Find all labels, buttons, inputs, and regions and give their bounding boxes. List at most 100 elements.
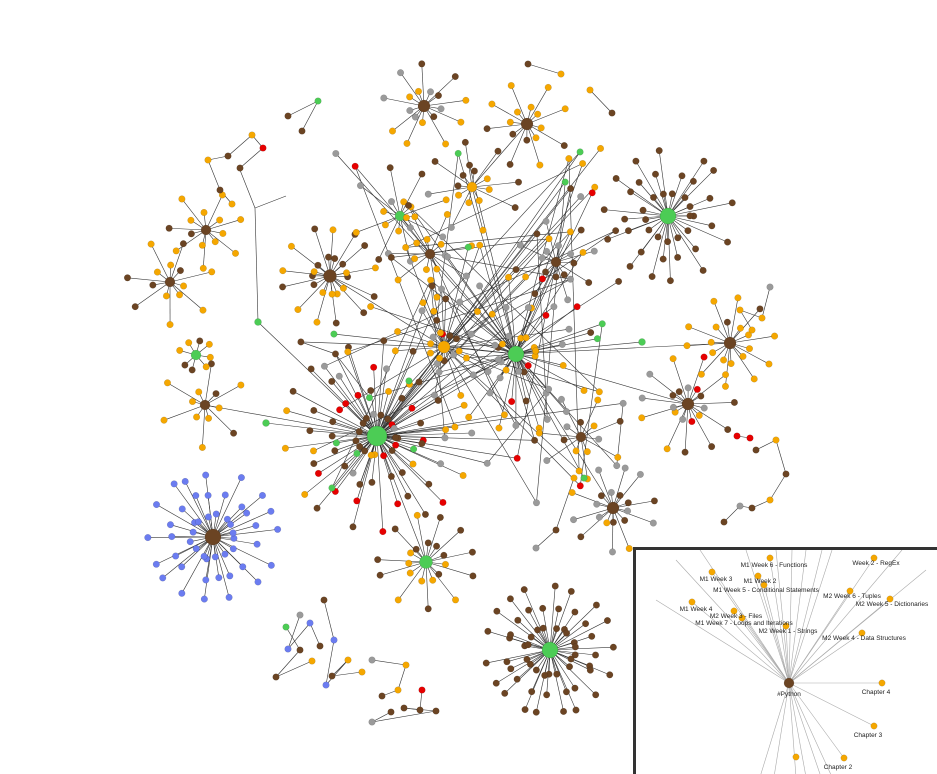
hub-node [681, 397, 695, 411]
graph-node [603, 617, 611, 625]
graph-node [720, 518, 728, 526]
inset-topic-label: M2 Week 4 - Data Structures [822, 635, 906, 642]
graph-edge [546, 436, 582, 461]
graph-node [216, 186, 224, 194]
graph-node [557, 70, 565, 78]
graph-edge [515, 353, 540, 429]
graph-edge [711, 571, 790, 684]
graph-edge [687, 403, 728, 430]
graph-node [577, 226, 585, 234]
graph-node [325, 253, 333, 261]
graph-node [692, 245, 700, 253]
graph-node [394, 686, 402, 694]
graph-node [748, 504, 756, 512]
graph-node [545, 235, 553, 243]
graph-node [512, 421, 520, 429]
graph-edge [549, 649, 577, 711]
graph-edge [729, 342, 770, 365]
graph-node [439, 233, 447, 241]
graph-node [607, 488, 615, 496]
graph-node [415, 378, 423, 386]
graph-node [166, 521, 174, 529]
graph-node [531, 436, 539, 444]
graph-node [674, 234, 682, 242]
graph-node [176, 267, 184, 275]
graph-node [506, 595, 514, 603]
graph-edge [788, 550, 903, 684]
graph-node [615, 277, 623, 285]
graph-edge [471, 181, 519, 188]
graph-node [542, 311, 550, 319]
graph-node [267, 561, 275, 569]
graph-edge [667, 160, 705, 217]
graph-node [406, 93, 414, 101]
inset-topic-node [760, 581, 768, 589]
graph-node [758, 314, 766, 322]
inset-topic-node [840, 754, 848, 762]
graph-edge [788, 682, 831, 774]
graph-node [521, 706, 529, 714]
graph-node [352, 437, 360, 445]
hub-node [550, 256, 562, 268]
graph-node [560, 436, 568, 444]
graph-node [194, 518, 202, 526]
graph-edge [329, 267, 376, 277]
graph-node [577, 533, 585, 541]
graph-edge [331, 659, 349, 677]
graph-edge [397, 664, 407, 691]
graph-node [296, 646, 304, 654]
graph-node [570, 516, 578, 524]
graph-node [625, 545, 633, 553]
graph-node [398, 469, 406, 477]
hub-node [723, 336, 737, 350]
graph-node [544, 83, 552, 91]
graph-edge [568, 158, 580, 471]
graph-edge [443, 346, 600, 393]
graph-node [422, 266, 430, 274]
graph-node [349, 469, 357, 477]
graph-node [162, 292, 170, 300]
graph-node [229, 545, 237, 553]
graph-node [532, 134, 540, 142]
graph-node [239, 563, 247, 571]
graph-node [418, 440, 426, 448]
graph-edge [173, 483, 214, 538]
graph-node [212, 390, 220, 398]
graph-node [621, 464, 629, 472]
graph-node [427, 340, 435, 348]
graph-node [394, 276, 402, 284]
graph-node [392, 441, 400, 449]
graph-node [361, 447, 369, 455]
graph-node [724, 238, 732, 246]
graph-edge [239, 169, 256, 209]
graph-node [608, 548, 616, 556]
graph-edge [212, 511, 272, 538]
graph-edge [331, 280, 431, 489]
graph-node [176, 346, 184, 354]
graph-node [543, 457, 551, 465]
graph-node [552, 273, 560, 281]
graph-node [394, 596, 402, 604]
graph-edge [508, 277, 517, 355]
graph-edge [297, 275, 331, 310]
graph-node [765, 360, 773, 368]
graph-edge [325, 659, 349, 686]
graph-edge [729, 308, 761, 344]
graph-node [387, 472, 395, 480]
graph-node [397, 69, 405, 77]
graph-edge [425, 561, 474, 577]
graph-node [310, 281, 318, 289]
hub-node [466, 181, 478, 193]
graph-node [619, 399, 627, 407]
graph-node [710, 166, 718, 174]
graph-edge [425, 530, 461, 563]
graph-node [627, 188, 635, 196]
graph-node [391, 434, 399, 442]
graph-node [695, 411, 703, 419]
graph-node [524, 362, 532, 370]
graph-node [437, 240, 445, 248]
graph-node [424, 605, 432, 613]
graph-node [562, 408, 570, 416]
graph-edge [205, 229, 236, 254]
